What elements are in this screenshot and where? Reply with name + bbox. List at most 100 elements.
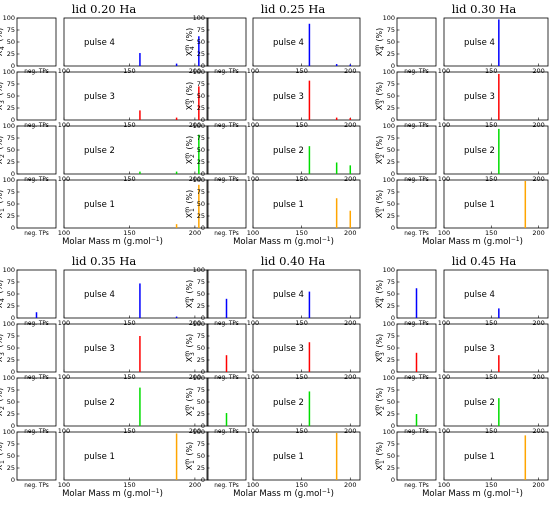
y-axis-label: Xm2 (%) bbox=[184, 388, 196, 417]
mass-frame bbox=[252, 179, 361, 229]
neg-tps-frame bbox=[206, 71, 247, 121]
y-tick-label: 100 bbox=[193, 176, 205, 184]
x-tick-label: 150 bbox=[485, 175, 497, 183]
y-tick-label: 100 bbox=[383, 68, 395, 76]
y-axis-label: Xm4 (%) bbox=[184, 280, 196, 309]
x-tick-label: 200 bbox=[532, 121, 544, 129]
y-axis-label: Xm4 (%) bbox=[374, 28, 386, 57]
panel-6: lid 0.45 Ha 0 25 50 75 100 Xm4 (%) 100 150 200 neg… bbox=[374, 254, 549, 499]
x-tick-label: 200 bbox=[189, 67, 201, 75]
pulse-label: pulse 2 bbox=[84, 398, 115, 408]
y-tick-label: 25 bbox=[387, 410, 395, 418]
mass-frame bbox=[252, 431, 361, 481]
y-tick-label: 25 bbox=[7, 158, 15, 166]
x-tick-label: 200 bbox=[189, 121, 201, 129]
data-bar bbox=[175, 316, 178, 318]
x-tick-label: 200 bbox=[532, 319, 544, 327]
y-tick-label: 75 bbox=[7, 134, 15, 142]
y-tick-label: 100 bbox=[193, 122, 205, 130]
y-tick-label: 100 bbox=[383, 14, 395, 22]
x-tick-label: 100 bbox=[247, 481, 259, 489]
mass-frame bbox=[443, 17, 549, 67]
data-bar bbox=[498, 73, 500, 120]
x-tick-label: 200 bbox=[189, 175, 201, 183]
x-tick-label: 100 bbox=[247, 373, 259, 381]
neg-tps-frame bbox=[16, 377, 57, 427]
data-bar bbox=[175, 433, 178, 480]
y-tick-label: 75 bbox=[197, 440, 205, 448]
y-axis-label: Xm3 (%) bbox=[374, 82, 386, 111]
neg-tps-frame bbox=[16, 431, 57, 481]
x-tick-label: 150 bbox=[123, 319, 135, 327]
y-tick-label: 25 bbox=[197, 212, 205, 220]
y-axis-label: Xm1 (%) bbox=[0, 442, 6, 471]
data-bar bbox=[139, 110, 141, 120]
neg-tps-frame bbox=[16, 179, 57, 229]
neg-tps-frame bbox=[16, 125, 57, 175]
y-tick-label: 25 bbox=[197, 410, 205, 418]
y-tick-label: 25 bbox=[7, 212, 15, 220]
y-tick-label: 75 bbox=[197, 26, 205, 34]
y-tick-label: 100 bbox=[3, 68, 15, 76]
y-tick-label: 25 bbox=[7, 104, 15, 112]
neg-tps-frame bbox=[396, 431, 437, 481]
y-axis-label: Xm3 (%) bbox=[184, 82, 196, 111]
pulse-label: pulse 4 bbox=[273, 38, 304, 48]
x-tick-label: 200 bbox=[532, 67, 544, 75]
y-tick-label: 0 bbox=[201, 62, 205, 70]
x-tick-label: 200 bbox=[532, 175, 544, 183]
pulse-label: pulse 3 bbox=[273, 92, 304, 102]
data-bar bbox=[335, 432, 338, 480]
data-bar bbox=[308, 23, 311, 66]
y-tick-label: 100 bbox=[193, 14, 205, 22]
y-tick-label: 50 bbox=[7, 92, 15, 100]
panel-title: lid 0.45 Ha bbox=[452, 254, 517, 268]
y-tick-label: 100 bbox=[3, 14, 15, 22]
x-tick-label: 150 bbox=[485, 121, 497, 129]
y-tick-label: 0 bbox=[391, 116, 395, 124]
mass-frame bbox=[443, 323, 549, 373]
x-tick-label: 200 bbox=[189, 481, 201, 489]
y-tick-label: 50 bbox=[197, 398, 205, 406]
mass-frame bbox=[252, 71, 361, 121]
x-tick-label: 150 bbox=[485, 319, 497, 327]
x-tick-label: 100 bbox=[438, 67, 450, 75]
x-tick-label: 150 bbox=[295, 319, 307, 327]
y-tick-label: 100 bbox=[193, 320, 205, 328]
neg-tps-frame bbox=[16, 17, 57, 67]
y-tick-label: 50 bbox=[7, 290, 15, 298]
y-axis-label: Xm1 (%) bbox=[184, 442, 196, 471]
y-tick-label: 25 bbox=[387, 50, 395, 58]
mass-frame bbox=[443, 71, 549, 121]
x-tick-label: 200 bbox=[344, 67, 356, 75]
subplot-pulse-1: 0 25 50 75 100 Xm1 (%) 100 150 200 neg. TPs pulse … bbox=[0, 428, 209, 489]
y-tick-label: 25 bbox=[197, 50, 205, 58]
mass-frame bbox=[252, 125, 361, 175]
x-axis-label: Molar Mass m (g.mol−1) bbox=[62, 236, 163, 247]
neg-tps-frame bbox=[16, 323, 57, 373]
x-tick-label: 100 bbox=[438, 481, 450, 489]
mass-frame bbox=[443, 179, 549, 229]
neg-tps-bar bbox=[415, 352, 418, 372]
data-bar bbox=[139, 53, 141, 66]
neg-tps-bar bbox=[225, 355, 228, 372]
y-tick-label: 25 bbox=[197, 302, 205, 310]
data-bar bbox=[524, 180, 527, 228]
pulse-label: pulse 2 bbox=[84, 146, 115, 156]
data-bar bbox=[498, 398, 500, 426]
x-axis-label: Molar Mass m (g.mol−1) bbox=[233, 236, 334, 247]
data-bar bbox=[335, 162, 338, 174]
x-tick-label: 100 bbox=[247, 175, 259, 183]
y-tick-label: 75 bbox=[197, 386, 205, 394]
subplot-pulse-1: 0 25 50 75 100 Xm1 (%) 100 150 200 neg. TPs pulse … bbox=[374, 176, 549, 237]
x-tick-label: 150 bbox=[123, 481, 135, 489]
data-bar bbox=[198, 36, 200, 66]
x-tick-label: 150 bbox=[295, 121, 307, 129]
x-tick-label: 150 bbox=[295, 175, 307, 183]
